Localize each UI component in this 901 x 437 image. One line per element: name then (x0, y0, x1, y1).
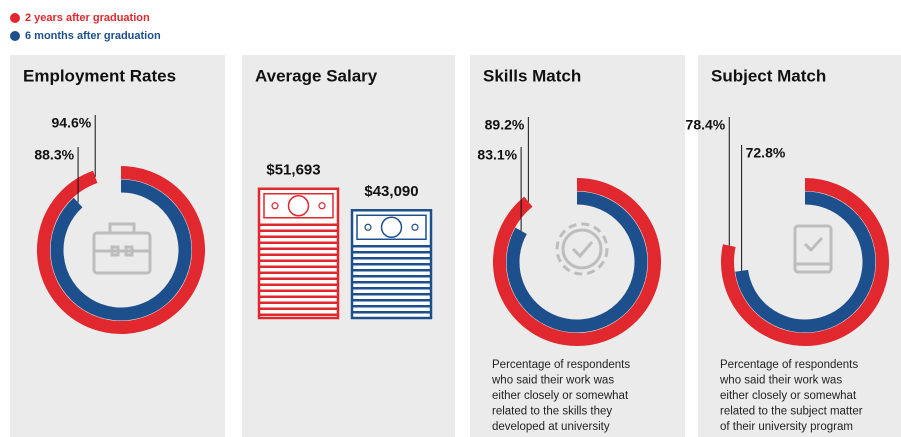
note: either closely or somewhat (492, 390, 629, 402)
legend-swatch (10, 31, 20, 41)
value-label: 83.1% (477, 147, 517, 163)
note: developed at university (492, 421, 610, 433)
note: who said their work was (491, 375, 614, 387)
value-label: 89.2% (485, 117, 525, 133)
bill-face (356, 214, 427, 241)
ring-arc (493, 178, 661, 346)
bill-body (257, 187, 340, 320)
ring-arc (50, 179, 192, 321)
legend-label: 2 years after graduation (25, 12, 150, 24)
ring-arc (721, 178, 889, 346)
note: related to the skills they (492, 406, 612, 418)
ring-arc (735, 191, 876, 333)
bill-stack (257, 187, 340, 320)
ring-arc (37, 166, 205, 334)
value-label: $43,090 (364, 183, 418, 200)
value-label: $51,693 (266, 162, 320, 179)
value-label: 88.3% (34, 147, 74, 163)
bill-face (263, 193, 334, 219)
legend-label: 6 months after graduation (25, 30, 161, 42)
bill-dot (318, 202, 326, 210)
legend-swatch (10, 13, 20, 23)
gear-icon (555, 222, 609, 276)
panel-title: Employment Rates (23, 66, 176, 85)
bill-stack (350, 209, 433, 320)
note: Percentage of respondents (492, 359, 630, 371)
ring-arc (506, 191, 648, 333)
note: of their university program (720, 421, 853, 433)
panel-title: Subject Match (711, 66, 826, 85)
value-label: 78.4% (686, 117, 726, 133)
bill-coin (287, 195, 310, 217)
bill-dot (411, 223, 419, 231)
panel-title: Average Salary (255, 66, 378, 85)
bill-dot (364, 223, 372, 231)
book-icon (793, 224, 833, 274)
note: related to the subject matter (720, 406, 863, 418)
note: either closely or somewhat (720, 390, 857, 402)
note: Percentage of respondents (720, 359, 858, 371)
briefcase-icon (92, 222, 152, 275)
value-label: 94.6% (52, 115, 92, 131)
value-label: 72.8% (746, 145, 786, 161)
panel-title: Skills Match (483, 66, 581, 85)
bill-dot (271, 202, 279, 210)
note: who said their work was (719, 375, 842, 387)
bill-coin (380, 216, 403, 239)
